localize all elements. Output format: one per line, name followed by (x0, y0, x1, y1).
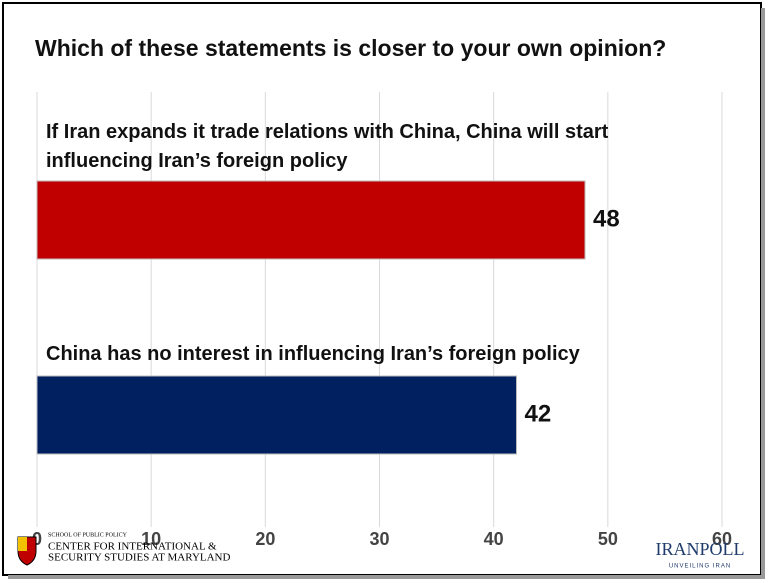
shadow (8, 575, 765, 579)
x-tick-label: 10 (141, 529, 161, 549)
x-tick-label: 20 (255, 529, 275, 549)
shadow (761, 8, 765, 579)
frame-border (2, 2, 762, 576)
x-tick-label: 0 (32, 529, 42, 549)
x-tick-label: 50 (598, 529, 618, 549)
umd-shield-part (18, 537, 27, 551)
x-tick-label: 30 (369, 529, 389, 549)
logo-text: UNVEILING IRAN (669, 564, 731, 570)
category-label: If Iran expands it trade relations with … (46, 121, 609, 172)
x-tick-label: 60 (712, 529, 732, 549)
value-label: 42 (525, 400, 552, 427)
category-label: China has no interest in influencing Ira… (46, 343, 580, 365)
logo-text: IRANPOLL (656, 539, 745, 559)
x-tick-label: 40 (484, 529, 504, 549)
logo-text: SECURITY STUDIES AT MARYLAND (48, 552, 230, 564)
logo-text: SCHOOL OF PUBLIC POLICY (48, 532, 128, 538)
value-label: 48 (593, 205, 620, 232)
logo-text: CENTER FOR INTERNATIONAL & (48, 541, 217, 553)
chart-title: Which of these statements is closer to y… (35, 35, 666, 61)
bar (36, 180, 586, 260)
bar (36, 375, 517, 455)
